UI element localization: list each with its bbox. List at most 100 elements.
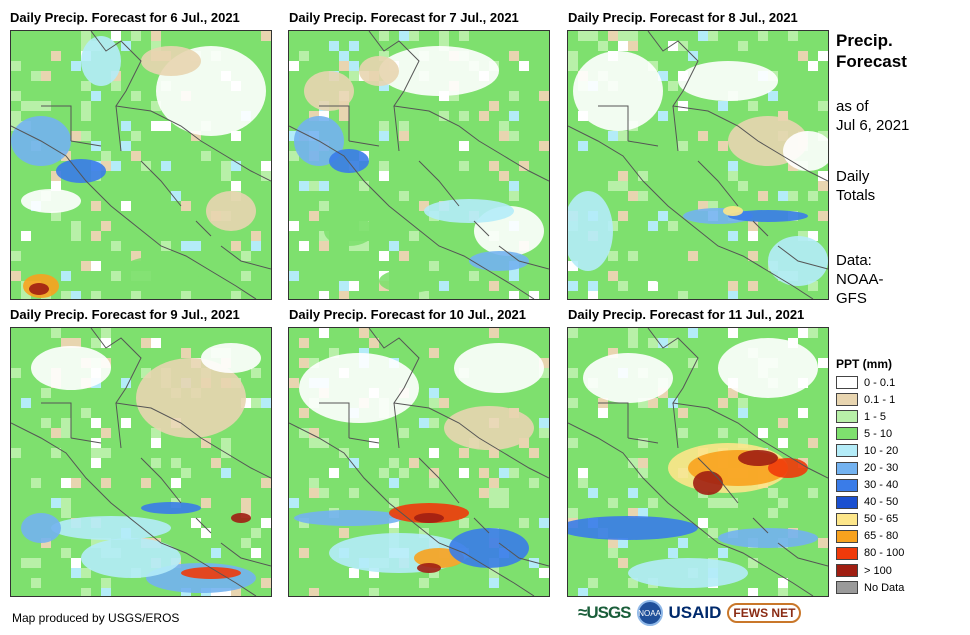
precip-area xyxy=(51,516,171,540)
precip-cell xyxy=(678,538,688,548)
legend-label: 0 - 0.1 xyxy=(864,376,896,389)
precip-cell xyxy=(81,81,91,91)
precip-cell xyxy=(479,111,489,121)
precip-cell xyxy=(339,111,349,121)
precip-cell xyxy=(568,328,578,338)
precip-cell xyxy=(379,131,389,141)
precip-cell xyxy=(101,328,111,338)
precip-cell xyxy=(578,478,588,488)
legend-item: > 100 xyxy=(836,562,904,579)
precip-cell xyxy=(299,408,309,418)
legend-title: PPT (mm) xyxy=(836,357,893,371)
precip-cell xyxy=(31,71,41,81)
precip-cell xyxy=(231,181,241,191)
precip-cell xyxy=(818,51,828,61)
precip-cell xyxy=(319,241,329,251)
precip-cell xyxy=(539,91,549,101)
precip-cell xyxy=(738,408,748,418)
precip-cell xyxy=(568,508,578,518)
precip-cell xyxy=(429,418,439,428)
precip-area xyxy=(81,538,181,578)
precip-cell xyxy=(608,498,618,508)
precip-cell xyxy=(798,231,808,241)
precip-cell xyxy=(11,121,21,131)
legend-swatch xyxy=(836,444,858,458)
precip-cell xyxy=(131,131,141,141)
legend-item: 80 - 100 xyxy=(836,545,904,562)
precip-cell xyxy=(459,161,469,171)
precip-cell xyxy=(419,291,429,299)
precip-cell xyxy=(251,398,261,408)
legend-swatch xyxy=(836,376,858,390)
precip-cell xyxy=(479,488,489,498)
precip-cell xyxy=(11,448,21,458)
precip-area xyxy=(449,528,529,568)
precip-cell xyxy=(628,508,638,518)
precip-cell xyxy=(529,291,539,299)
precip-cell xyxy=(758,428,768,438)
precip-area xyxy=(359,56,399,86)
precip-cell xyxy=(299,428,309,438)
precip-cell xyxy=(668,81,678,91)
precip-cell xyxy=(648,338,658,348)
precip-cell xyxy=(698,131,708,141)
precip-area xyxy=(469,251,529,271)
precip-cell xyxy=(101,338,111,348)
precip-area xyxy=(424,199,514,223)
precip-cell xyxy=(439,398,449,408)
precip-cell xyxy=(698,518,708,528)
legend-swatch xyxy=(836,529,858,543)
precip-cell xyxy=(111,161,121,171)
legend-label: 10 - 20 xyxy=(864,444,899,457)
precip-cell xyxy=(778,191,788,201)
precip-cell xyxy=(758,31,768,41)
precip-cell xyxy=(201,438,211,448)
precip-cell xyxy=(608,538,618,548)
precip-cell xyxy=(539,368,549,378)
map-panel-4 xyxy=(10,327,272,597)
precip-area xyxy=(628,558,748,588)
precip-cell xyxy=(608,131,618,141)
precip-cell xyxy=(91,418,101,428)
precip-cell xyxy=(309,111,319,121)
precip-area xyxy=(329,149,369,173)
precip-cell xyxy=(768,91,778,101)
precip-cell xyxy=(319,291,329,299)
precip-cell xyxy=(141,338,151,348)
precip-cell xyxy=(608,31,618,41)
precip-cell xyxy=(439,111,449,121)
precip-cell xyxy=(598,408,608,418)
precip-cell xyxy=(61,271,71,281)
precip-cell xyxy=(231,161,241,171)
precip-cell xyxy=(289,221,299,231)
precip-cell xyxy=(339,528,349,538)
precip-cell xyxy=(678,141,688,151)
precip-cell xyxy=(678,428,688,438)
precip-cell xyxy=(708,201,718,211)
precip-cell xyxy=(539,358,549,368)
precip-cell xyxy=(509,468,519,478)
precip-cell xyxy=(339,61,349,71)
precip-cell xyxy=(499,468,509,478)
precip-cell xyxy=(111,31,121,41)
precip-cell xyxy=(808,231,818,241)
precip-cell xyxy=(61,508,71,518)
precip-cell xyxy=(141,368,151,378)
precip-area xyxy=(324,216,374,246)
precip-cell xyxy=(309,438,319,448)
precip-cell xyxy=(51,328,61,338)
precip-cell xyxy=(638,191,648,201)
precip-cell xyxy=(61,498,71,508)
precip-cell xyxy=(11,91,21,101)
precip-cell xyxy=(21,558,31,568)
legend-item: 50 - 65 xyxy=(836,511,904,528)
precip-cell xyxy=(489,281,499,291)
precip-cell xyxy=(459,31,469,41)
precip-cell xyxy=(578,468,588,478)
daily-totals-line1: Daily xyxy=(836,168,870,185)
precip-cell xyxy=(568,51,578,61)
legend-item: No Data xyxy=(836,579,904,596)
country-borders xyxy=(11,31,271,299)
precip-cell xyxy=(359,241,369,251)
precip-cell xyxy=(638,398,648,408)
